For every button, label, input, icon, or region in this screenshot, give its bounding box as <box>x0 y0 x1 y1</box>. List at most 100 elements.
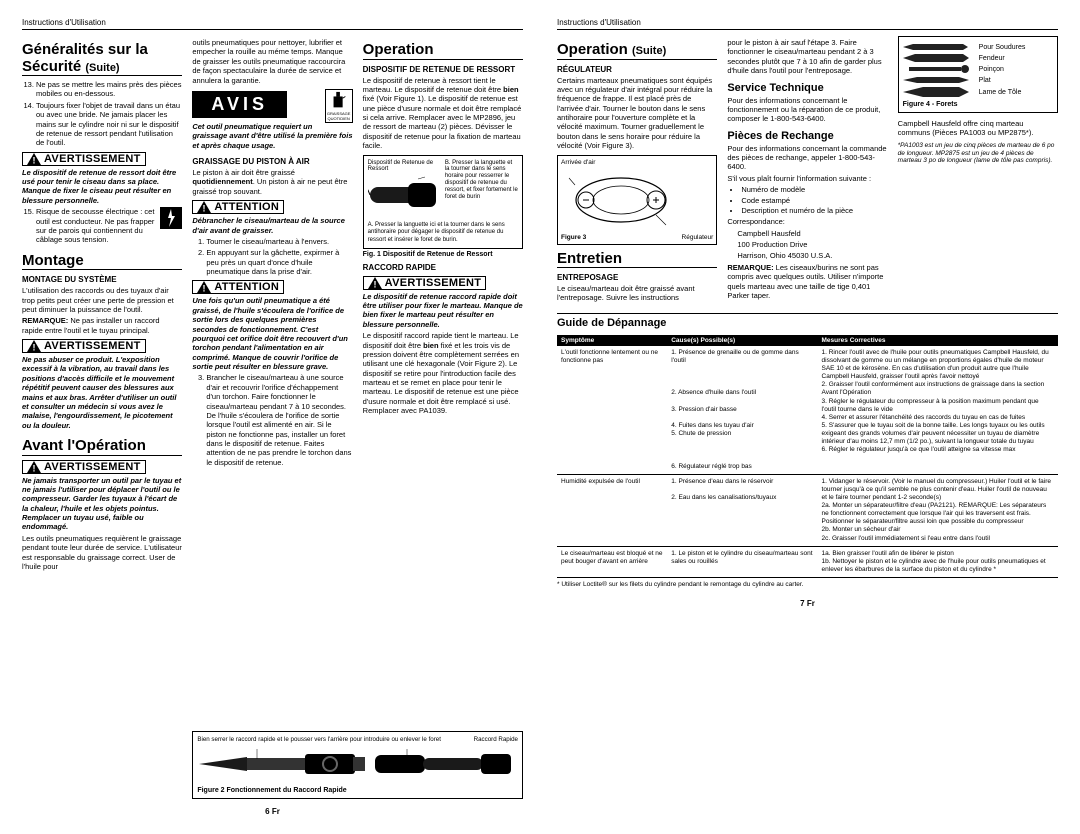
att-label: ATTENTION <box>214 201 279 213</box>
figure-3: Arrivée d'air Figure 3 Régulateur <box>557 155 717 245</box>
warning-triangle-icon: ! <box>27 461 41 473</box>
table-row: L'outil fonctionne lentement ou ne fonct… <box>557 346 1058 474</box>
warn-box-2: ! AVERTISSEMENT <box>22 339 146 353</box>
shock-icon <box>160 207 182 229</box>
warn-box-3: ! AVERTISSEMENT <box>22 460 146 474</box>
svg-text:!: ! <box>33 155 36 165</box>
att-label: ATTENTION <box>214 281 279 293</box>
page-right: Instructions d'Utilisation Operation (Su… <box>545 10 1070 824</box>
pr-p: Pour des informations concernant la comm… <box>727 144 887 172</box>
h2-pieces: Pièces de Rechange <box>727 130 887 142</box>
col5-p1: pour le piston à air sauf l'étape 3. Fai… <box>727 38 887 76</box>
att-text-2: Une fois qu'un outil pneumatique a été g… <box>192 296 352 371</box>
avis-box: AVIS <box>192 91 287 118</box>
h3-montage-sys: MONTAGE DU SYSTÈME <box>22 275 182 284</box>
table-row: Le ciseau/marteau est bloqué et ne peut … <box>557 546 1058 577</box>
warn-label: AVERTISSEMENT <box>44 153 141 165</box>
warning-triangle-icon: ! <box>368 277 382 289</box>
svg-text:!: ! <box>33 343 36 353</box>
pr-p2: S'il vous plaît fournir l'information su… <box>727 174 887 183</box>
figure-1-box: Dispositif de Retenue de Ressort B. Pres… <box>363 155 523 249</box>
col2-p1: outils pneumatiques pour nettoyer, lubri… <box>192 38 352 85</box>
addr2: 100 Production Drive <box>727 240 887 249</box>
addr1: Campbell Hausfeld <box>727 229 887 238</box>
gp-p: Le piston à air doit être graissé quotid… <box>192 168 352 196</box>
h1-operation: Operation <box>363 36 523 60</box>
h1-montage: Montage <box>22 247 182 271</box>
safety-13: Ne pas se mettre les mains près des pièc… <box>36 80 182 99</box>
addr3: Harrison, Ohio 45030 U.S.A. <box>727 251 887 260</box>
att-text-1: Débrancher le ciseau/marteau de la sourc… <box>192 216 352 235</box>
att-box-1: ! ATTENTION <box>192 200 284 214</box>
montage-rem: REMARQUE: REMARQUE: Ne pas installer un … <box>22 316 182 335</box>
fig1-caption: Fig. 1 Dispositif de Retenue de Ressort <box>363 251 523 258</box>
table-row: Humidité expulsée de l'outil 1. Présence… <box>557 474 1058 546</box>
preop-p: Les outils pneumatiques requièrent le gr… <box>22 534 182 572</box>
gp-steps: Tourner le ciseau/marteau à l'envers. En… <box>192 237 352 277</box>
st-p: Pour des informations concernant le fonc… <box>727 96 887 124</box>
att-box-2: ! ATTENTION <box>192 280 284 294</box>
op-p1: Le dispositif de retenue à ressort tient… <box>363 76 523 151</box>
note-star: * Utiliser Loctite® sur les filets du cy… <box>557 581 1058 589</box>
h1-generalites: Généralités sur la Sécurité (Suite) <box>22 36 182 76</box>
ch-p: Campbell Hausfeld offre cinq marteau com… <box>898 119 1058 138</box>
ent-p: Le ciseau/marteau doit être graissé avan… <box>557 284 717 303</box>
h1-entretien: Entretien <box>557 245 717 269</box>
page-left: Instructions d'Utilisation Généralités s… <box>10 10 535 824</box>
col-4: Operation (Suite) RÉGULATEUR Certains ma… <box>557 36 717 305</box>
reg-p: Certains marteaux pneumatiques sont équi… <box>557 76 717 151</box>
rem-p: REMARQUE: Les ciseaux/burins ne sont pas… <box>727 263 887 301</box>
svg-text:!: ! <box>203 204 206 214</box>
svg-text:!: ! <box>33 463 36 473</box>
h2-service: Service Technique <box>727 82 887 94</box>
svg-text:!: ! <box>203 284 206 294</box>
safety-list-2: Risque de secousse électrique : cet outi… <box>22 207 182 245</box>
h3-graissage: GRAISSAGE DU PISTON À AIR <box>192 157 352 166</box>
fine-p: *PA1003 est un jeu de cinq pièces de mar… <box>898 142 1058 165</box>
h3-raccord: RACCORD RAPIDE <box>363 263 523 272</box>
figure-4-box: Pour Soudures Fendeur Poinçon Plat Lame … <box>898 36 1058 113</box>
safety-14: Toujours fixer l'objet de travail dans u… <box>36 101 182 148</box>
svg-text:!: ! <box>373 279 376 289</box>
grease-icon: GRAISSAGE QUOTIDIEN <box>325 89 353 123</box>
warn-text-3: Ne jamais transporter un outil par le tu… <box>22 476 182 532</box>
warn-box-4: ! AVERTISSEMENT <box>363 276 487 290</box>
page-header: Instructions d'Utilisation <box>22 18 523 30</box>
warning-triangle-icon: ! <box>197 281 211 293</box>
page-number: 6 Fr <box>22 807 523 816</box>
columns-left: Généralités sur la Sécurité (Suite) Ne p… <box>22 36 523 725</box>
troubleshoot-table: Symptôme Cause(s) Possible(s) Mesures Co… <box>557 335 1058 578</box>
warn-label: AVERTISSEMENT <box>385 277 482 289</box>
correspond: Correspondance: <box>727 217 887 226</box>
rr-p: Le dispositif raccord rapide tient le ma… <box>363 331 523 415</box>
warn-label: AVERTISSEMENT <box>44 340 141 352</box>
h2-regulateur: RÉGULATEUR <box>557 65 717 74</box>
safety-list: Ne pas se mettre les mains près des pièc… <box>22 80 182 148</box>
fig4-caption: Figure 4 - Forets <box>903 101 1053 108</box>
h3-entreposage: ENTREPOSAGE <box>557 273 717 282</box>
col-6: Pour Soudures Fendeur Poinçon Plat Lame … <box>898 36 1058 305</box>
warning-triangle-icon: ! <box>197 201 211 213</box>
figure-2: Bien serrer le raccord rapide et le pous… <box>192 731 523 799</box>
fig1-illustration <box>368 175 438 215</box>
warn-label: AVERTISSEMENT <box>44 461 141 473</box>
page-number: 7 Fr <box>557 599 1058 608</box>
h3-dispositif: DISPOSITIF DE RETENUE DE RESSORT <box>363 65 523 74</box>
fig2-caption: Figure 2 Fonctionnement du Raccord Rapid… <box>197 787 518 794</box>
warn-box-1: ! AVERTISSEMENT <box>22 152 146 166</box>
columns-right: Operation (Suite) RÉGULATEUR Certains ma… <box>557 36 1058 305</box>
col-1: Généralités sur la Sécurité (Suite) Ne p… <box>22 36 182 725</box>
fig2-illustration <box>197 743 517 785</box>
col-2: outils pneumatiques pour nettoyer, lubri… <box>192 36 352 725</box>
page-header: Instructions d'Utilisation <box>557 18 1058 30</box>
h1-op-suite: Operation (Suite) <box>557 36 717 60</box>
h2-guide: Guide de Dépannage <box>557 313 1058 329</box>
montage-p1: L'utilisation des raccords ou des tuyaux… <box>22 286 182 314</box>
col-5: pour le piston à air sauf l'étape 3. Fai… <box>727 36 887 305</box>
pr-list: Numéro de modèle Code estampé Descriptio… <box>727 185 887 215</box>
warn-text-4: Le dispositif de retenue raccord rapide … <box>363 292 523 330</box>
warning-triangle-icon: ! <box>27 153 41 165</box>
gp-steps-3: Brancher le ciseau/marteau à une source … <box>192 373 352 467</box>
warn-text-1: Le dispositif de retenue de ressort doit… <box>22 168 182 206</box>
warn-text-2: Ne pas abuser ce produit. L'exposition e… <box>22 355 182 430</box>
